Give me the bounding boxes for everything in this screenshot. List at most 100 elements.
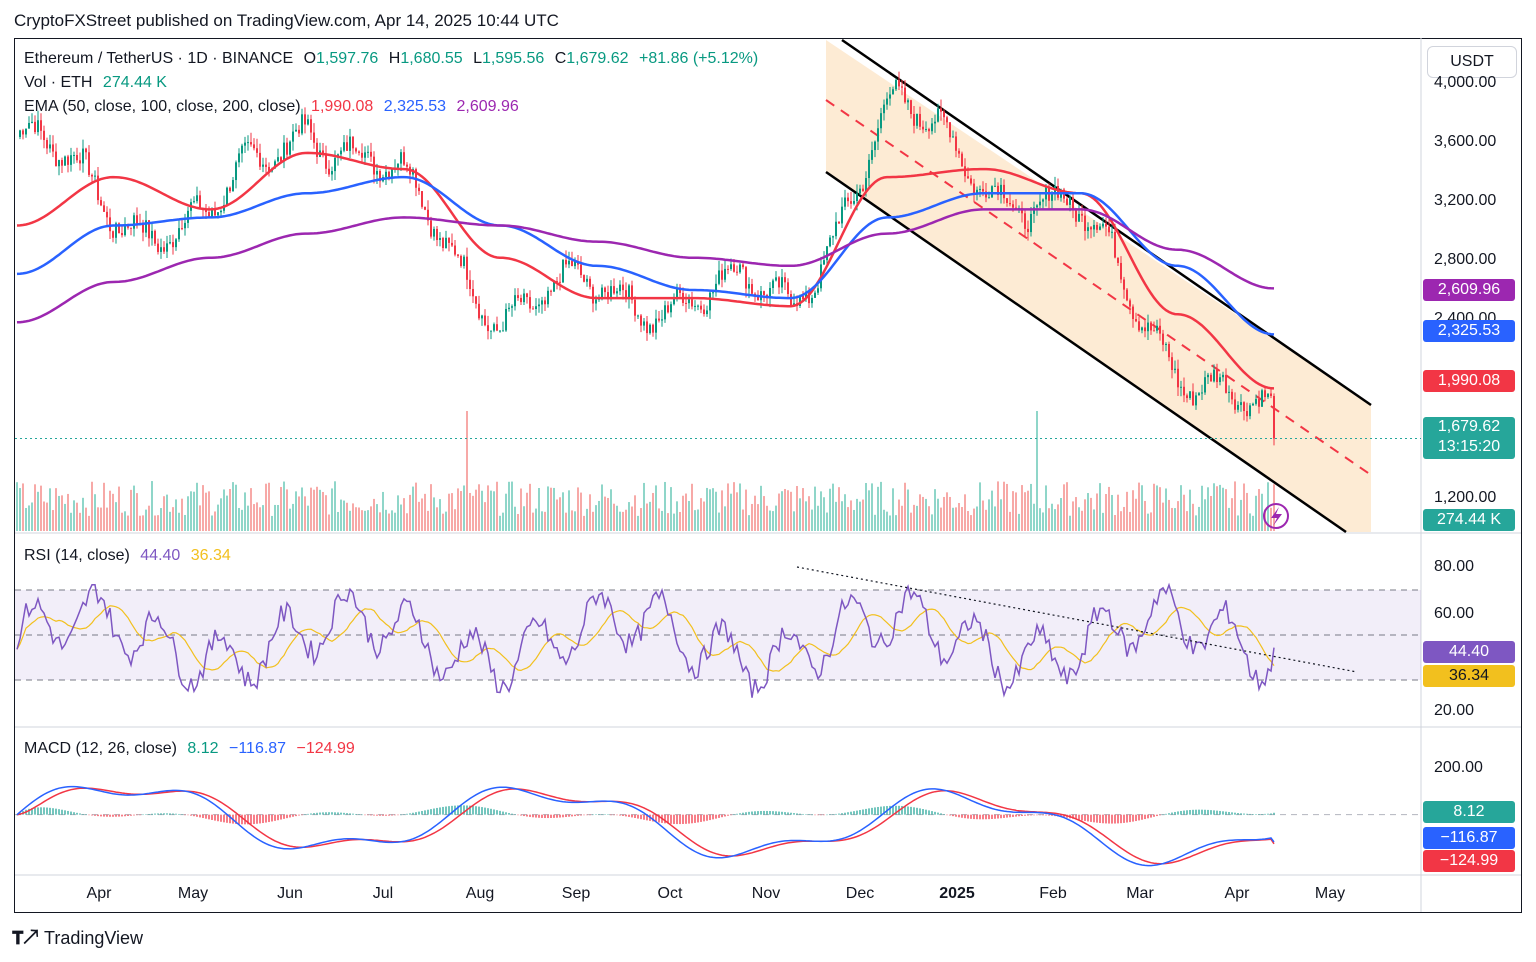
macd-histogram-bar [91,814,93,816]
candle-body [562,259,564,283]
volume-bar [295,491,297,531]
candle-body [1255,398,1257,404]
candle-body [727,268,729,270]
candle-body [787,282,789,295]
macd-histogram-bar [715,814,717,819]
macd-histogram-bar [316,812,318,815]
volume-bar [1180,485,1182,531]
macd-histogram-bar [55,808,57,815]
candle-body [631,285,633,300]
volume-bar [574,511,576,531]
macd-label[interactable]: MACD (12, 26, close) [24,740,177,757]
volume-bar [661,510,663,531]
macd-histogram-bar [436,807,438,815]
footer-brand[interactable]: TradingView [44,928,144,948]
candle-body [1222,374,1224,378]
macd-histogram-bar [370,814,372,816]
candle-body [1036,205,1038,208]
candle-body [649,324,651,334]
volume-bar [97,507,99,531]
candle-body [769,287,771,299]
macd-histogram-bar [412,812,414,815]
candle-body [427,209,429,221]
symbol-title[interactable]: Ethereum / TetherUS · 1D · BINANCE [24,50,294,67]
volume-bar [211,515,213,531]
volume-bar [961,507,963,531]
candle-body [58,160,60,167]
candle-body [244,142,246,146]
candle-body [430,220,432,237]
volume-bar [964,494,966,531]
tradingview-logo-icon[interactable]: 𝐓↗ [12,928,38,948]
volume-bar [910,512,912,531]
candle-body [262,164,264,167]
macd-histogram-bar [859,810,861,815]
candle-body [559,281,561,283]
volume-bar [1012,491,1014,531]
volume-bar [766,505,768,531]
month-apr-2025: Apr [1224,885,1250,902]
volume-bar [553,487,555,531]
month-feb: Feb [1039,885,1067,902]
volume-bar [1183,494,1185,531]
volume-bar [532,512,534,531]
candle-body [1264,390,1266,398]
candle-body [742,264,744,268]
candle-body [1249,405,1251,417]
candle-body [763,291,765,295]
candle-body [715,283,717,293]
currency-button[interactable]: USDT [1427,46,1517,78]
macd-histogram-bar [619,814,621,816]
volume-bar [283,481,285,531]
candle-body [508,307,510,309]
volume-bar [1192,503,1194,531]
macd-histogram-bar [757,811,759,815]
candle-body [496,324,498,331]
macd-histogram-bar [475,806,477,815]
volume-bar [757,504,759,531]
macd-histogram-bar [721,814,723,818]
volume-bar [1018,513,1020,531]
macd-histogram-bar [397,814,399,816]
macd-histogram-bar [1144,814,1146,820]
macd-histogram-bar [1153,814,1155,817]
candle-body [388,171,390,178]
lightning-icon[interactable] [1263,503,1289,529]
footer: 𝐓↗ TradingView [12,928,143,949]
candle-body [718,270,720,284]
candle-body [331,171,333,175]
candle-body [973,183,975,195]
volume-bar [1075,497,1077,531]
candle-body [151,230,153,239]
macd-histogram-bar [871,807,873,815]
volume-bar [820,491,822,531]
candle-body [643,321,645,326]
candle-body [832,236,834,238]
macd-histogram-bar [1156,814,1158,817]
macd-histogram-bar [340,812,342,815]
volume-bar [106,507,108,531]
volume-bar [475,489,477,531]
candle-body [79,160,81,164]
candle-body [976,189,978,195]
volume-bar [1189,489,1191,531]
macd-histogram-bar [643,814,645,820]
volume-bar [796,486,798,531]
top-bar: CryptoFXStreet published on TradingView.… [0,0,1536,38]
month-sep: Sep [561,885,591,902]
volume-bar [58,495,60,531]
rsi-label[interactable]: RSI (14, close) [24,547,130,564]
macd-histogram-bar [1135,814,1137,822]
volume-label[interactable]: Vol · ETH [24,74,93,91]
macd-histogram-bar [76,812,78,815]
candle-body [1156,325,1158,331]
candle-body [1210,374,1212,382]
volume-bar [94,494,96,531]
ema-label[interactable]: EMA (50, close, 100, close, 200, close) [24,98,301,115]
macd-histogram-bar [265,814,267,823]
candle-body [892,89,894,95]
volume-bar [976,506,978,531]
candle-body [889,94,891,99]
volume-bar [226,495,228,531]
